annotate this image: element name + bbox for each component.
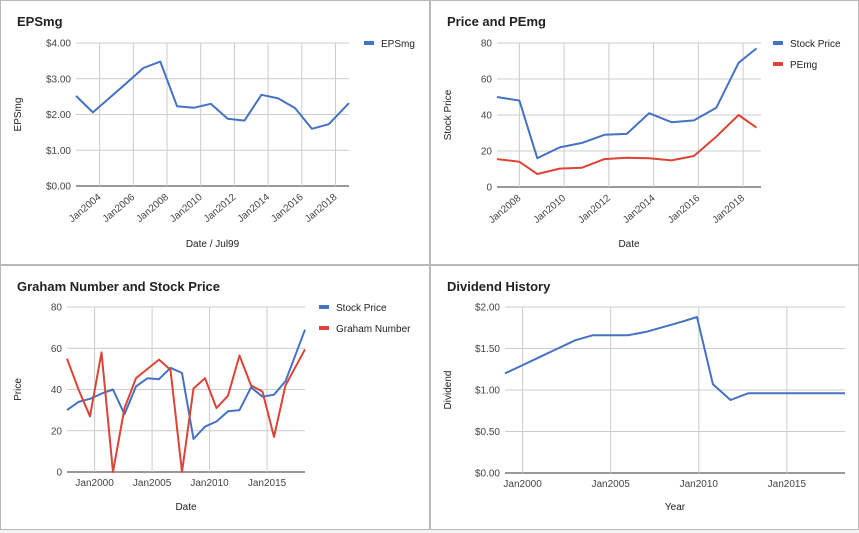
y-tick-label: 0: [486, 183, 492, 194]
x-tick-label: Jan2018: [303, 192, 340, 225]
legend-swatch: [773, 41, 783, 45]
y-tick-label: $0.50: [475, 427, 500, 438]
x-tick-label: Jan2010: [190, 478, 229, 489]
legend-label: Stock Price: [336, 303, 387, 314]
chart-panel-price-and-pemg: Price and PEmg 0 20 40 60 80 Jan2008 Jan2010 Jan…: [430, 0, 859, 265]
series-line: [496, 47, 758, 160]
legend-label: Graham Number: [336, 324, 411, 335]
y-tick-label: $2.00: [46, 110, 71, 121]
legend-swatch: [319, 326, 329, 330]
chart-svg: Dividend History $0.00 $0.50 $1.00 $1.50 $2.0…: [443, 279, 846, 513]
y-axis-label: Stock Price: [443, 89, 454, 140]
x-tick-label: Jan2014: [236, 192, 273, 225]
y-tick-label: 0: [56, 468, 62, 479]
y-tick-label: 20: [481, 147, 493, 158]
y-tick-label: $1.50: [475, 344, 500, 355]
x-tick-label: Jan2010: [680, 479, 719, 490]
y-tick-label: $1.00: [46, 146, 71, 157]
x-tick-label: Jan2016: [666, 193, 703, 226]
x-tick-label: Jan2010: [168, 192, 205, 225]
chart-title: Dividend History: [447, 279, 551, 294]
y-axis-label: EPSmg: [13, 98, 24, 132]
y-tick-label: $0.00: [475, 469, 500, 480]
y-tick-label: 40: [51, 385, 63, 396]
legend-label: EPSmg: [381, 39, 415, 50]
x-tick-label: Jan2000: [503, 479, 542, 490]
x-tick-label: Jan2018: [711, 193, 748, 226]
x-axis-label: Date / Jul99: [186, 239, 240, 250]
x-tick-label: Jan2008: [487, 193, 524, 226]
series-line: [66, 329, 306, 440]
x-tick-label: Jan2014: [621, 193, 658, 226]
chart-panel-epsmg: EPSmg $0.00 $1.00 $2.00 $3.00 $4.00 Jan2004 Jan…: [0, 0, 430, 265]
legend-swatch: [319, 305, 329, 309]
legend-swatch: [364, 41, 374, 45]
chart-title: EPSmg: [17, 14, 63, 29]
x-tick-label: Jan2005: [592, 479, 631, 490]
y-tick-label: 20: [51, 426, 63, 437]
y-tick-label: $0.00: [46, 182, 71, 193]
bottom-strip: [0, 530, 859, 533]
legend-label: Stock Price: [790, 39, 841, 50]
x-tick-label: Jan2005: [133, 478, 172, 489]
x-axis-label: Date: [618, 239, 640, 250]
x-tick-label: Jan2008: [134, 192, 171, 225]
y-tick-label: 40: [481, 111, 493, 122]
chart-panel-graham-number: Graham Number and Stock Price 0 20 40 60 80 Ja…: [0, 265, 430, 530]
x-tick-label: Jan2015: [248, 478, 287, 489]
y-tick-label: 60: [481, 75, 493, 86]
chart-title: Graham Number and Stock Price: [17, 279, 220, 294]
x-tick-label: Jan2010: [532, 193, 569, 226]
y-tick-label: 60: [51, 344, 63, 355]
y-axis-label: Price: [13, 378, 24, 401]
x-axis-label: Date: [175, 502, 197, 513]
y-tick-label: 80: [481, 39, 493, 50]
legend-label: PEmg: [790, 60, 817, 71]
x-tick-label: Jan2015: [768, 479, 807, 490]
series-line: [66, 348, 306, 473]
x-tick-label: Jan2000: [75, 478, 114, 489]
chart-title: Price and PEmg: [447, 14, 546, 29]
series-line: [504, 316, 845, 401]
series-line: [75, 60, 350, 130]
y-tick-label: $2.00: [475, 303, 500, 314]
y-axis-label: Dividend: [443, 371, 454, 410]
y-tick-label: 80: [51, 303, 63, 314]
x-tick-label: Jan2004: [67, 192, 104, 225]
legend-swatch: [773, 62, 783, 66]
x-tick-label: Jan2006: [101, 192, 138, 225]
x-tick-label: Jan2016: [269, 192, 306, 225]
x-axis-label: Year: [665, 502, 686, 513]
chart-panel-dividend-history: Dividend History $0.00 $0.50 $1.00 $1.50 $2.0…: [430, 265, 859, 530]
chart-svg: EPSmg$0.00$1.00$2.00$3.00$4.00Jan2004Jan…: [13, 14, 415, 250]
series-line: [496, 114, 758, 175]
x-tick-label: Jan2012: [576, 193, 613, 226]
x-tick-label: Jan2012: [202, 192, 239, 225]
y-tick-label: $1.00: [475, 386, 500, 397]
y-tick-label: $3.00: [46, 74, 71, 85]
y-tick-label: $4.00: [46, 39, 71, 50]
chart-svg: Graham Number and Stock Price 0 20 40 60 80 Ja…: [13, 279, 411, 513]
